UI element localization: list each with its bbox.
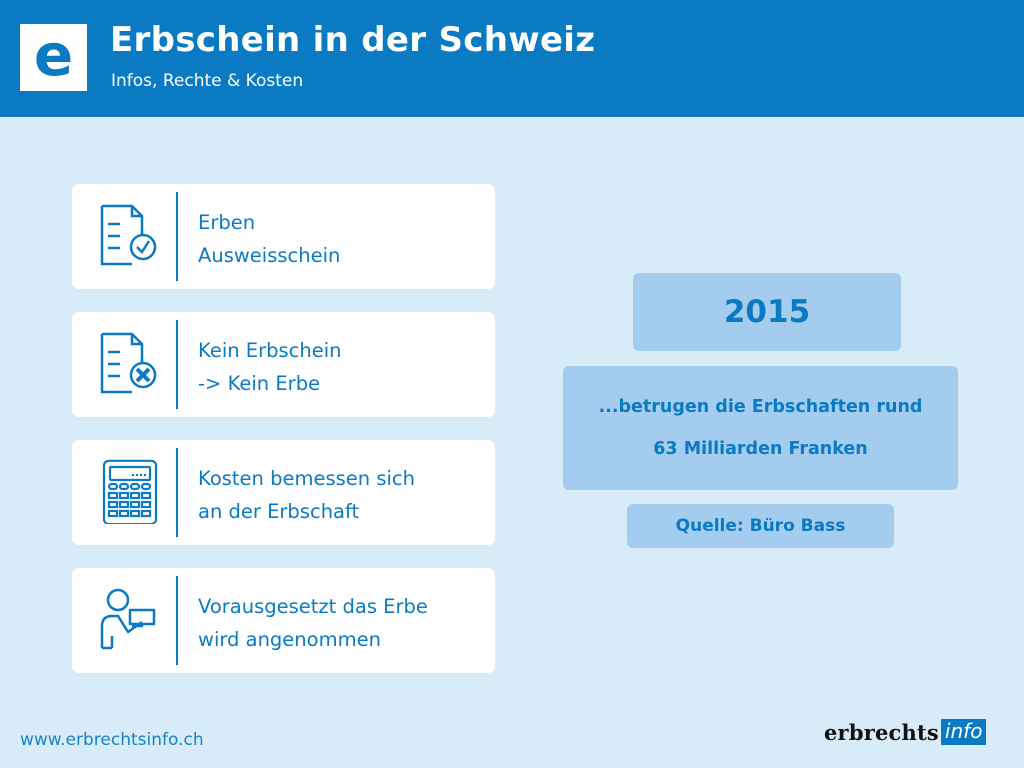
card-divider [176, 192, 178, 281]
header-banner: e Erbschein in der Schweiz Infos, Rechte… [0, 0, 1024, 117]
stat-year-box: 2015 [633, 273, 901, 351]
stat-main-box: ...betrugen die Erbschaften rund 63 Mill… [563, 366, 958, 490]
card-line-2: an der Erbschaft [198, 500, 360, 523]
card-line-1: Kein Erbschein [198, 339, 342, 362]
card-text: Kein Erbschein -> Kein Erbe [198, 334, 342, 400]
footer-url-link[interactable]: www.erbrechtsinfo.ch [20, 730, 204, 750]
card-line-2: Ausweisschein [198, 244, 341, 267]
card-divider [176, 576, 178, 665]
logo: e [20, 24, 87, 91]
card-line-2: -> Kein Erbe [198, 372, 321, 395]
brand-main-text: erbrechts [824, 719, 939, 745]
stat-year: 2015 [723, 294, 811, 330]
stat-source: Quelle: Büro Bass [675, 516, 846, 536]
brand-info-text: info [940, 719, 987, 745]
info-card-voraussetzung: Vorausgesetzt das Erbe wird angenommen [72, 568, 495, 673]
card-divider [176, 320, 178, 409]
person-receiving-box-icon [100, 588, 156, 650]
info-card-kosten: Kosten bemessen sich an der Erbschaft [72, 440, 495, 545]
card-text: Vorausgesetzt das Erbe wird angenommen [198, 590, 428, 656]
card-line-2: wird angenommen [198, 628, 381, 651]
calculator-icon [102, 459, 158, 524]
info-card-erben: Erben Ausweisschein [72, 184, 495, 289]
document-check-icon [100, 204, 157, 266]
card-text: Erben Ausweisschein [198, 206, 340, 272]
card-line-1: Vorausgesetzt das Erbe [198, 595, 428, 618]
stat-line-1: ...betrugen die Erbschaften rund [598, 397, 923, 417]
page-subtitle: Infos, Rechte & Kosten [111, 71, 304, 91]
stat-line-2: 63 Milliarden Franken [653, 439, 868, 459]
card-divider [176, 448, 178, 537]
brand-logo: erbrechts info [824, 719, 987, 745]
document-cross-icon [100, 332, 157, 394]
card-line-1: Erben [198, 211, 256, 234]
card-line-1: Kosten bemessen sich [198, 467, 416, 490]
page-title: Erbschein in der Schweiz [110, 20, 596, 60]
card-text: Kosten bemessen sich an der Erbschaft [198, 462, 415, 528]
stat-source-box: Quelle: Büro Bass [627, 504, 894, 548]
info-card-kein-erbschein: Kein Erbschein -> Kein Erbe [72, 312, 495, 417]
logo-letter: e [33, 20, 74, 89]
